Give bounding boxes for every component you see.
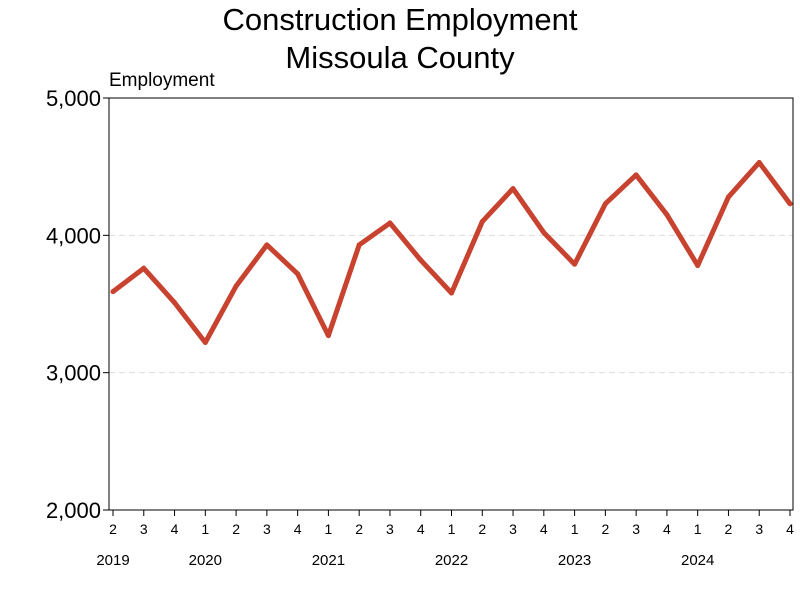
data-point: [325, 333, 331, 339]
y-tick-label: 3,000: [46, 361, 101, 386]
data-point: [725, 194, 731, 200]
x-tick-label: 3: [140, 521, 148, 537]
data-point: [172, 300, 178, 306]
year-label: 2021: [312, 552, 345, 569]
year-label: 2019: [96, 552, 129, 569]
data-point: [295, 271, 301, 277]
data-point: [633, 172, 639, 178]
x-tick-label: 1: [571, 521, 579, 537]
x-tick-label: 2: [109, 521, 117, 537]
x-tick-label: 1: [325, 521, 333, 537]
y-tick-label: 2,000: [46, 498, 101, 523]
x-tick-label: 3: [386, 521, 394, 537]
x-tick-label: 1: [694, 521, 702, 537]
year-label: 2023: [558, 552, 591, 569]
data-point: [510, 186, 516, 192]
data-point: [202, 339, 208, 345]
data-point: [756, 160, 762, 166]
x-tick-label: 2: [355, 521, 363, 537]
x-tick-label: 4: [417, 521, 425, 537]
x-tick-label: 2: [232, 521, 240, 537]
data-point: [787, 201, 793, 207]
x-tick-label: 3: [755, 521, 763, 537]
data-point: [141, 265, 147, 271]
x-tick-label: 4: [540, 521, 548, 537]
chart-title-line-1: Construction Employment: [223, 2, 578, 37]
x-tick-label: 1: [201, 521, 209, 537]
x-tick-label: 3: [509, 521, 517, 537]
series-layer: [110, 160, 793, 345]
y-axis-label: Employment: [109, 70, 215, 91]
year-label: 2022: [435, 552, 468, 569]
x-tick-label: 3: [263, 521, 271, 537]
x-tick-label: 4: [171, 521, 179, 537]
x-axis: 2 3 4 1 2 3 4 1 2 3 4 1 2 3 4 1 2 3 4 1 2 3 4 2019 2020 2021 2022 2…: [96, 510, 794, 569]
x-tick-label: 2: [725, 521, 733, 537]
y-axis: 2,000 3,000 4,000 5,000: [46, 86, 109, 523]
data-point: [418, 257, 424, 263]
data-point: [541, 230, 547, 236]
x-tick-label: 4: [294, 521, 302, 537]
data-point: [479, 219, 485, 225]
data-point: [572, 261, 578, 267]
chart-title-line-2: Missoula County: [285, 40, 515, 75]
data-point: [356, 242, 362, 248]
data-point: [264, 242, 270, 248]
x-tick-label: 4: [786, 521, 794, 537]
y-tick-label: 4,000: [46, 223, 101, 248]
data-point: [233, 283, 239, 289]
plot-frame: [108, 97, 794, 511]
data-point: [449, 290, 454, 296]
year-label: 2020: [189, 552, 222, 569]
x-tick-label: 2: [478, 521, 486, 537]
data-point: [664, 212, 670, 218]
x-tick-label: 3: [632, 521, 640, 537]
x-tick-label: 2: [601, 521, 609, 537]
data-point: [387, 220, 393, 226]
data-point: [695, 263, 701, 269]
data-point: [110, 289, 116, 295]
x-tick-label: 4: [663, 521, 671, 537]
year-label: 2024: [681, 552, 714, 569]
data-point: [602, 201, 608, 207]
y-tick-label: 5,000: [46, 86, 101, 111]
x-tick-label: 1: [448, 521, 456, 537]
series-line: [110, 160, 793, 345]
